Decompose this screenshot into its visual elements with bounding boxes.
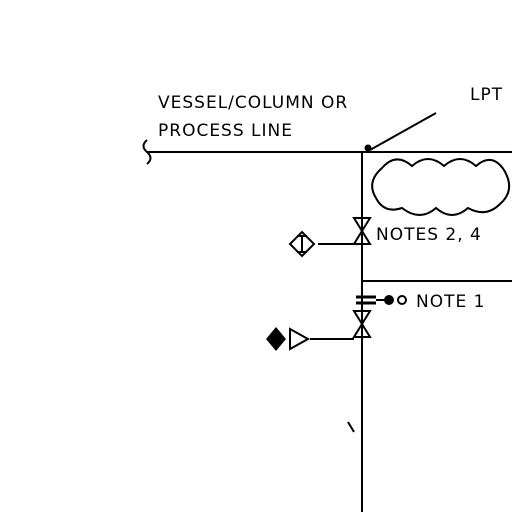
lpt-leader-line bbox=[369, 112, 437, 151]
note1-open-dot bbox=[397, 295, 407, 305]
lower-instrument-filled-icon bbox=[266, 327, 286, 351]
note1-label: NOTE 1 bbox=[416, 292, 485, 312]
notes-upper-label: NOTES 2, 4 bbox=[376, 225, 482, 245]
process-label-line1: VESSEL/COLUMN OR bbox=[158, 93, 348, 113]
lpt-label: LPT bbox=[470, 85, 503, 105]
connection-point-dot bbox=[364, 144, 372, 152]
lower-gate-valve-icon bbox=[352, 310, 372, 338]
lower-instrument-arrow-icon bbox=[289, 327, 311, 351]
process-label-line2: PROCESS LINE bbox=[158, 121, 293, 141]
small-tick-mark bbox=[347, 421, 355, 433]
revision-cloud-icon bbox=[371, 158, 511, 216]
note1-filled-dot bbox=[384, 295, 394, 305]
